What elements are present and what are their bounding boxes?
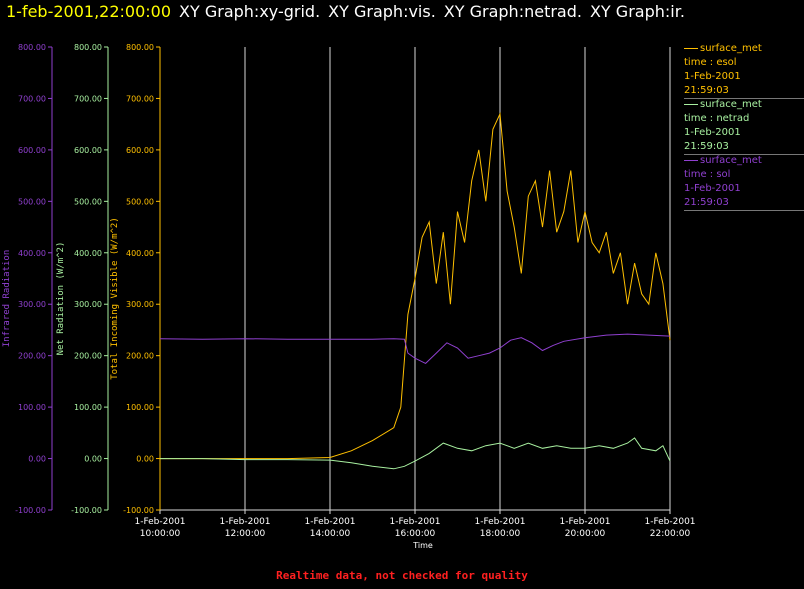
legend-series-name: surface_met (700, 99, 762, 110)
x-axis-label: Time (412, 541, 433, 550)
legend-text: 21:59:03 (684, 85, 729, 96)
y-tick-label-netrad: 200.00 (74, 352, 102, 361)
x-tick-date: 1-Feb-2001 (304, 517, 355, 527)
y-tick-label-ir: 0.00 (28, 455, 46, 464)
y-tick-label-ir: 800.00 (18, 43, 46, 52)
series-line-ir (159, 333, 671, 365)
graph-title-1: XY Graph:xy-grid. (179, 2, 321, 21)
x-tick-date: 1-Feb-2001 (644, 517, 695, 527)
y-tick-label-ir: 300.00 (18, 300, 46, 309)
timestamp-title: 1-feb-2001,22:00:00 (6, 2, 172, 21)
legend-swatch (684, 47, 698, 49)
y-tick-label-vis: 200.00 (126, 352, 154, 361)
y-tick-label-vis: 600.00 (126, 146, 154, 155)
y-tick-label-netrad: 600.00 (74, 146, 102, 155)
y-tick-label-vis: 700.00 (126, 94, 154, 103)
series-line-vis (160, 111, 671, 460)
y-tick-label-netrad: 400.00 (74, 249, 102, 258)
legend-text: 1-Feb-2001 (684, 127, 741, 138)
y-tick-label-vis: 100.00 (126, 403, 154, 412)
x-tick-time: 18:00:00 (480, 529, 521, 539)
y-tick-label-netrad: 300.00 (74, 300, 102, 309)
y-tick-label-netrad: 800.00 (74, 43, 102, 52)
y-axis-label-vis: Total Incoming Visible (W/m^2) (110, 217, 120, 380)
legend-row: surface_met (684, 98, 804, 112)
x-tick-date: 1-Feb-2001 (219, 517, 270, 527)
x-tick-time: 12:00:00 (225, 529, 266, 539)
graph-title-4: XY Graph:ir. (589, 2, 685, 21)
window-title: 1-feb-2001,22:00:00 XY Graph:xy-grid. XY G… (6, 2, 685, 21)
y-tick-label-ir: 200.00 (18, 352, 46, 361)
x-tick-date: 1-Feb-2001 (134, 517, 185, 527)
y-axis-label-ir: Infrared Radiation (2, 250, 12, 348)
x-tick-time: 22:00:00 (650, 529, 691, 539)
legend-text: 21:59:03 (684, 197, 729, 208)
y-tick-label-ir: 500.00 (18, 197, 46, 206)
x-tick-time: 20:00:00 (565, 529, 606, 539)
x-tick-time: 16:00:00 (395, 529, 436, 539)
y-tick-label-vis: 500.00 (126, 197, 154, 206)
y-tick-label-ir: 700.00 (18, 94, 46, 103)
legend-series-name: surface_met (700, 155, 762, 166)
series-layer (159, 111, 671, 470)
legend-row: surface_met (684, 42, 804, 56)
y-tick-label-vis: -100.00 (123, 506, 154, 515)
y-axis-label-netrad: Net Radiation (W/m^2) (56, 242, 66, 356)
y-tick-label-vis: 400.00 (126, 249, 154, 258)
legend-series-name: surface_met (700, 43, 762, 54)
x-tick-date: 1-Feb-2001 (389, 517, 440, 527)
legend-text: 21:59:03 (684, 141, 729, 152)
legend-text: 1-Feb-2001 (684, 183, 741, 194)
legend-text: time : netrad (684, 113, 750, 124)
legend-swatch (684, 103, 698, 105)
y-tick-label-vis: 300.00 (126, 300, 154, 309)
graph-title-2: XY Graph:vis. (328, 2, 436, 21)
y-tick-label-netrad: 100.00 (74, 403, 102, 412)
y-tick-label-netrad: 0.00 (84, 455, 102, 464)
quality-disclaimer: Realtime data, not checked for quality (276, 569, 528, 582)
legend-text: time : sol (684, 169, 731, 180)
y-tick-label-vis: 800.00 (126, 43, 154, 52)
x-tick-time: 10:00:00 (140, 529, 181, 539)
x-tick-date: 1-Feb-2001 (474, 517, 525, 527)
y-tick-label-ir: -100.00 (15, 506, 46, 515)
y-tick-label-ir: 600.00 (18, 146, 46, 155)
legend-swatch (684, 159, 698, 161)
legend-text: time : esol (684, 57, 737, 68)
y-tick-label-netrad: 700.00 (74, 94, 102, 103)
axes-layer: 1-Feb-2001 10:00:00 1-Feb-2001 12:00:00 1-Fe… (2, 43, 696, 550)
series-line-netrad (160, 437, 671, 470)
y-tick-label-ir: 100.00 (18, 403, 46, 412)
y-tick-label-ir: 400.00 (18, 249, 46, 258)
y-tick-label-vis: 0.00 (136, 455, 154, 464)
x-tick-date: 1-Feb-2001 (559, 517, 610, 527)
x-tick-time: 14:00:00 (310, 529, 351, 539)
graph-title-3: XY Graph:netrad. (443, 2, 582, 21)
legend-text: 1-Feb-2001 (684, 71, 741, 82)
y-tick-label-netrad: -100.00 (71, 506, 102, 515)
y-tick-label-netrad: 500.00 (74, 197, 102, 206)
legend-row: surface_met (684, 154, 804, 168)
